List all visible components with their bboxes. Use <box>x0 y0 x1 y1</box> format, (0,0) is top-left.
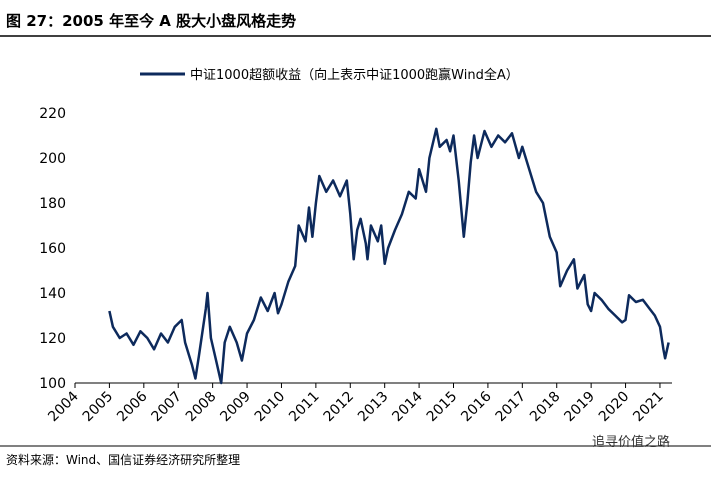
x-tick-label: 2007 <box>149 389 186 426</box>
x-tick-label: 2005 <box>80 389 117 426</box>
series-line <box>108 127 670 385</box>
y-tick-label: 140 <box>39 286 66 302</box>
x-tick-label: 2010 <box>252 389 289 426</box>
y-tick-label: 100 <box>39 376 66 392</box>
x-tick-label: 2015 <box>424 389 461 426</box>
figure-title: 图 27：2005 年至今 A 股大小盘风格走势 <box>6 12 296 30</box>
x-tick-label: 2016 <box>458 388 495 425</box>
x-tick-label: 2008 <box>183 389 220 426</box>
source: 资料来源：Wind、国信证券经济研究所整理 <box>6 452 240 467</box>
y-tick-label: 160 <box>39 241 66 257</box>
x-tick-label: 2018 <box>527 389 564 426</box>
legend-label: 中证1000超额收益（向上表示中证1000跑赢Wind全A） <box>190 67 519 83</box>
x-tick-label: 2020 <box>596 389 633 426</box>
x-tick-label: 2013 <box>355 389 392 426</box>
x-tick-label: 2019 <box>561 389 598 426</box>
x-tick-label: 2012 <box>321 389 358 426</box>
y-tick-label: 180 <box>39 196 66 212</box>
x-tick-label: 2009 <box>217 389 254 426</box>
x-tick-label: 2014 <box>389 388 426 425</box>
watermark: 追寻价值之路 <box>592 434 670 450</box>
x-tick-label: 2004 <box>45 388 82 425</box>
y-tick-label: 120 <box>39 331 66 347</box>
x-tick-label: 2011 <box>286 389 323 426</box>
x-tick-label: 2017 <box>493 389 530 426</box>
x-tick-label: 2021 <box>630 389 667 426</box>
y-tick-label: 200 <box>39 151 66 167</box>
x-tick-label: 2006 <box>114 388 151 425</box>
y-tick-label: 220 <box>39 106 66 122</box>
